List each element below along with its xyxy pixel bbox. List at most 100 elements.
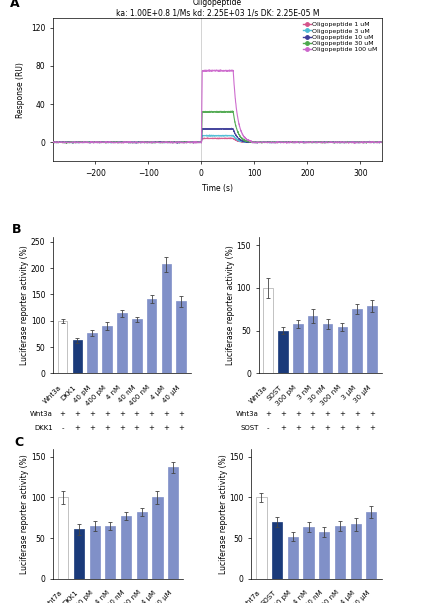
- Bar: [263, 288, 273, 373]
- Text: 400 pM: 400 pM: [72, 589, 95, 603]
- Y-axis label: Luciferase reporter activity (%): Luciferase reporter activity (%): [20, 454, 30, 573]
- Text: +: +: [148, 425, 154, 431]
- Text: 40 nM: 40 nM: [106, 589, 126, 603]
- Bar: [105, 526, 115, 579]
- Text: +: +: [295, 425, 301, 431]
- Text: 400 pM: 400 pM: [270, 589, 293, 603]
- Text: +: +: [163, 425, 169, 431]
- Text: -: -: [267, 425, 270, 431]
- Bar: [74, 529, 84, 579]
- Text: +: +: [104, 425, 110, 431]
- Y-axis label: Luciferase reporter activity (%): Luciferase reporter activity (%): [226, 245, 235, 365]
- Text: +: +: [280, 425, 286, 431]
- Text: Wnt3a: Wnt3a: [42, 384, 63, 405]
- Bar: [335, 526, 345, 579]
- Text: 3 μM: 3 μM: [341, 384, 357, 401]
- Text: -: -: [61, 425, 64, 431]
- Text: DKK1: DKK1: [34, 425, 53, 431]
- Bar: [137, 512, 147, 579]
- Bar: [366, 512, 377, 579]
- Text: 40 μM: 40 μM: [352, 589, 371, 603]
- Text: +: +: [119, 411, 125, 417]
- Text: 400 pM: 400 pM: [84, 384, 107, 407]
- Text: SOST: SOST: [266, 384, 283, 402]
- Bar: [87, 333, 97, 373]
- Title: Oligopeptide
ka: 1.00E+0.8 1/Ms kd: 2.25E+03 1/s DK: 2.25E-05 M: Oligopeptide ka: 1.00E+0.8 1/Ms kd: 2.25…: [116, 0, 319, 17]
- Bar: [176, 302, 186, 373]
- Y-axis label: Luciferase reporter activity (%): Luciferase reporter activity (%): [219, 454, 228, 573]
- Text: 300 nM: 300 nM: [320, 384, 342, 407]
- Text: +: +: [339, 425, 345, 431]
- Bar: [351, 525, 361, 579]
- Text: 300 pM: 300 pM: [275, 384, 298, 407]
- Text: +: +: [148, 411, 154, 417]
- Text: C: C: [14, 435, 23, 449]
- Text: +: +: [178, 425, 184, 431]
- Text: 40 nM: 40 nM: [305, 589, 324, 603]
- Bar: [168, 467, 178, 579]
- Text: +: +: [369, 425, 375, 431]
- Bar: [319, 532, 329, 579]
- Bar: [58, 497, 68, 579]
- Text: +: +: [75, 411, 81, 417]
- Text: +: +: [134, 425, 139, 431]
- Bar: [117, 314, 127, 373]
- Bar: [121, 516, 131, 579]
- Text: +: +: [134, 411, 139, 417]
- Bar: [152, 497, 162, 579]
- Text: Wnt3a: Wnt3a: [30, 411, 53, 417]
- Text: +: +: [324, 425, 330, 431]
- Text: Wnt7a: Wnt7a: [43, 589, 63, 603]
- Text: +: +: [104, 411, 110, 417]
- Text: SOST: SOST: [260, 589, 277, 603]
- Text: DKK1: DKK1: [61, 589, 79, 603]
- Text: 4 μM: 4 μM: [150, 384, 166, 400]
- Text: +: +: [354, 411, 360, 417]
- Text: 30 μM: 30 μM: [352, 384, 372, 404]
- Text: 30 nM: 30 nM: [308, 384, 327, 404]
- Text: +: +: [89, 411, 95, 417]
- Bar: [272, 522, 282, 579]
- Bar: [367, 306, 377, 373]
- Text: Wnt3a: Wnt3a: [236, 411, 259, 417]
- Text: 4 μM: 4 μM: [339, 589, 356, 603]
- Text: SOST: SOST: [240, 425, 259, 431]
- Text: +: +: [89, 425, 95, 431]
- Text: 4 nM: 4 nM: [106, 384, 122, 400]
- Y-axis label: Response (RU): Response (RU): [17, 62, 25, 118]
- Text: +: +: [60, 411, 66, 417]
- Text: +: +: [354, 425, 360, 431]
- Bar: [257, 497, 267, 579]
- Text: DKK1: DKK1: [60, 384, 78, 402]
- Text: 4 nM: 4 nM: [94, 589, 110, 603]
- Text: +: +: [280, 411, 286, 417]
- Bar: [338, 327, 347, 373]
- Y-axis label: Luciferase reporter activity (%): Luciferase reporter activity (%): [20, 245, 30, 365]
- Text: 4 μM: 4 μM: [141, 589, 157, 603]
- Text: +: +: [295, 411, 301, 417]
- Bar: [293, 324, 303, 373]
- Text: Wnt7a: Wnt7a: [241, 589, 262, 603]
- Text: +: +: [163, 411, 169, 417]
- Bar: [132, 319, 142, 373]
- Text: +: +: [178, 411, 184, 417]
- Bar: [162, 265, 171, 373]
- Text: 40 nM: 40 nM: [117, 384, 137, 404]
- Text: 40 pM: 40 pM: [73, 384, 92, 404]
- Bar: [304, 527, 314, 579]
- Bar: [352, 309, 362, 373]
- X-axis label: Time (s): Time (s): [202, 183, 233, 192]
- Text: 40 μM: 40 μM: [153, 589, 173, 603]
- Text: +: +: [265, 411, 271, 417]
- Bar: [308, 316, 318, 373]
- Bar: [73, 340, 82, 373]
- Text: +: +: [119, 425, 125, 431]
- Text: 400 nM: 400 nM: [317, 589, 340, 603]
- Text: 40 μM: 40 μM: [162, 384, 181, 404]
- Text: 400 nM: 400 nM: [119, 589, 142, 603]
- Text: Wnt3a: Wnt3a: [248, 384, 268, 405]
- Text: +: +: [369, 411, 375, 417]
- Text: 400 nM: 400 nM: [129, 384, 151, 407]
- Text: A: A: [10, 0, 20, 10]
- Text: +: +: [75, 425, 81, 431]
